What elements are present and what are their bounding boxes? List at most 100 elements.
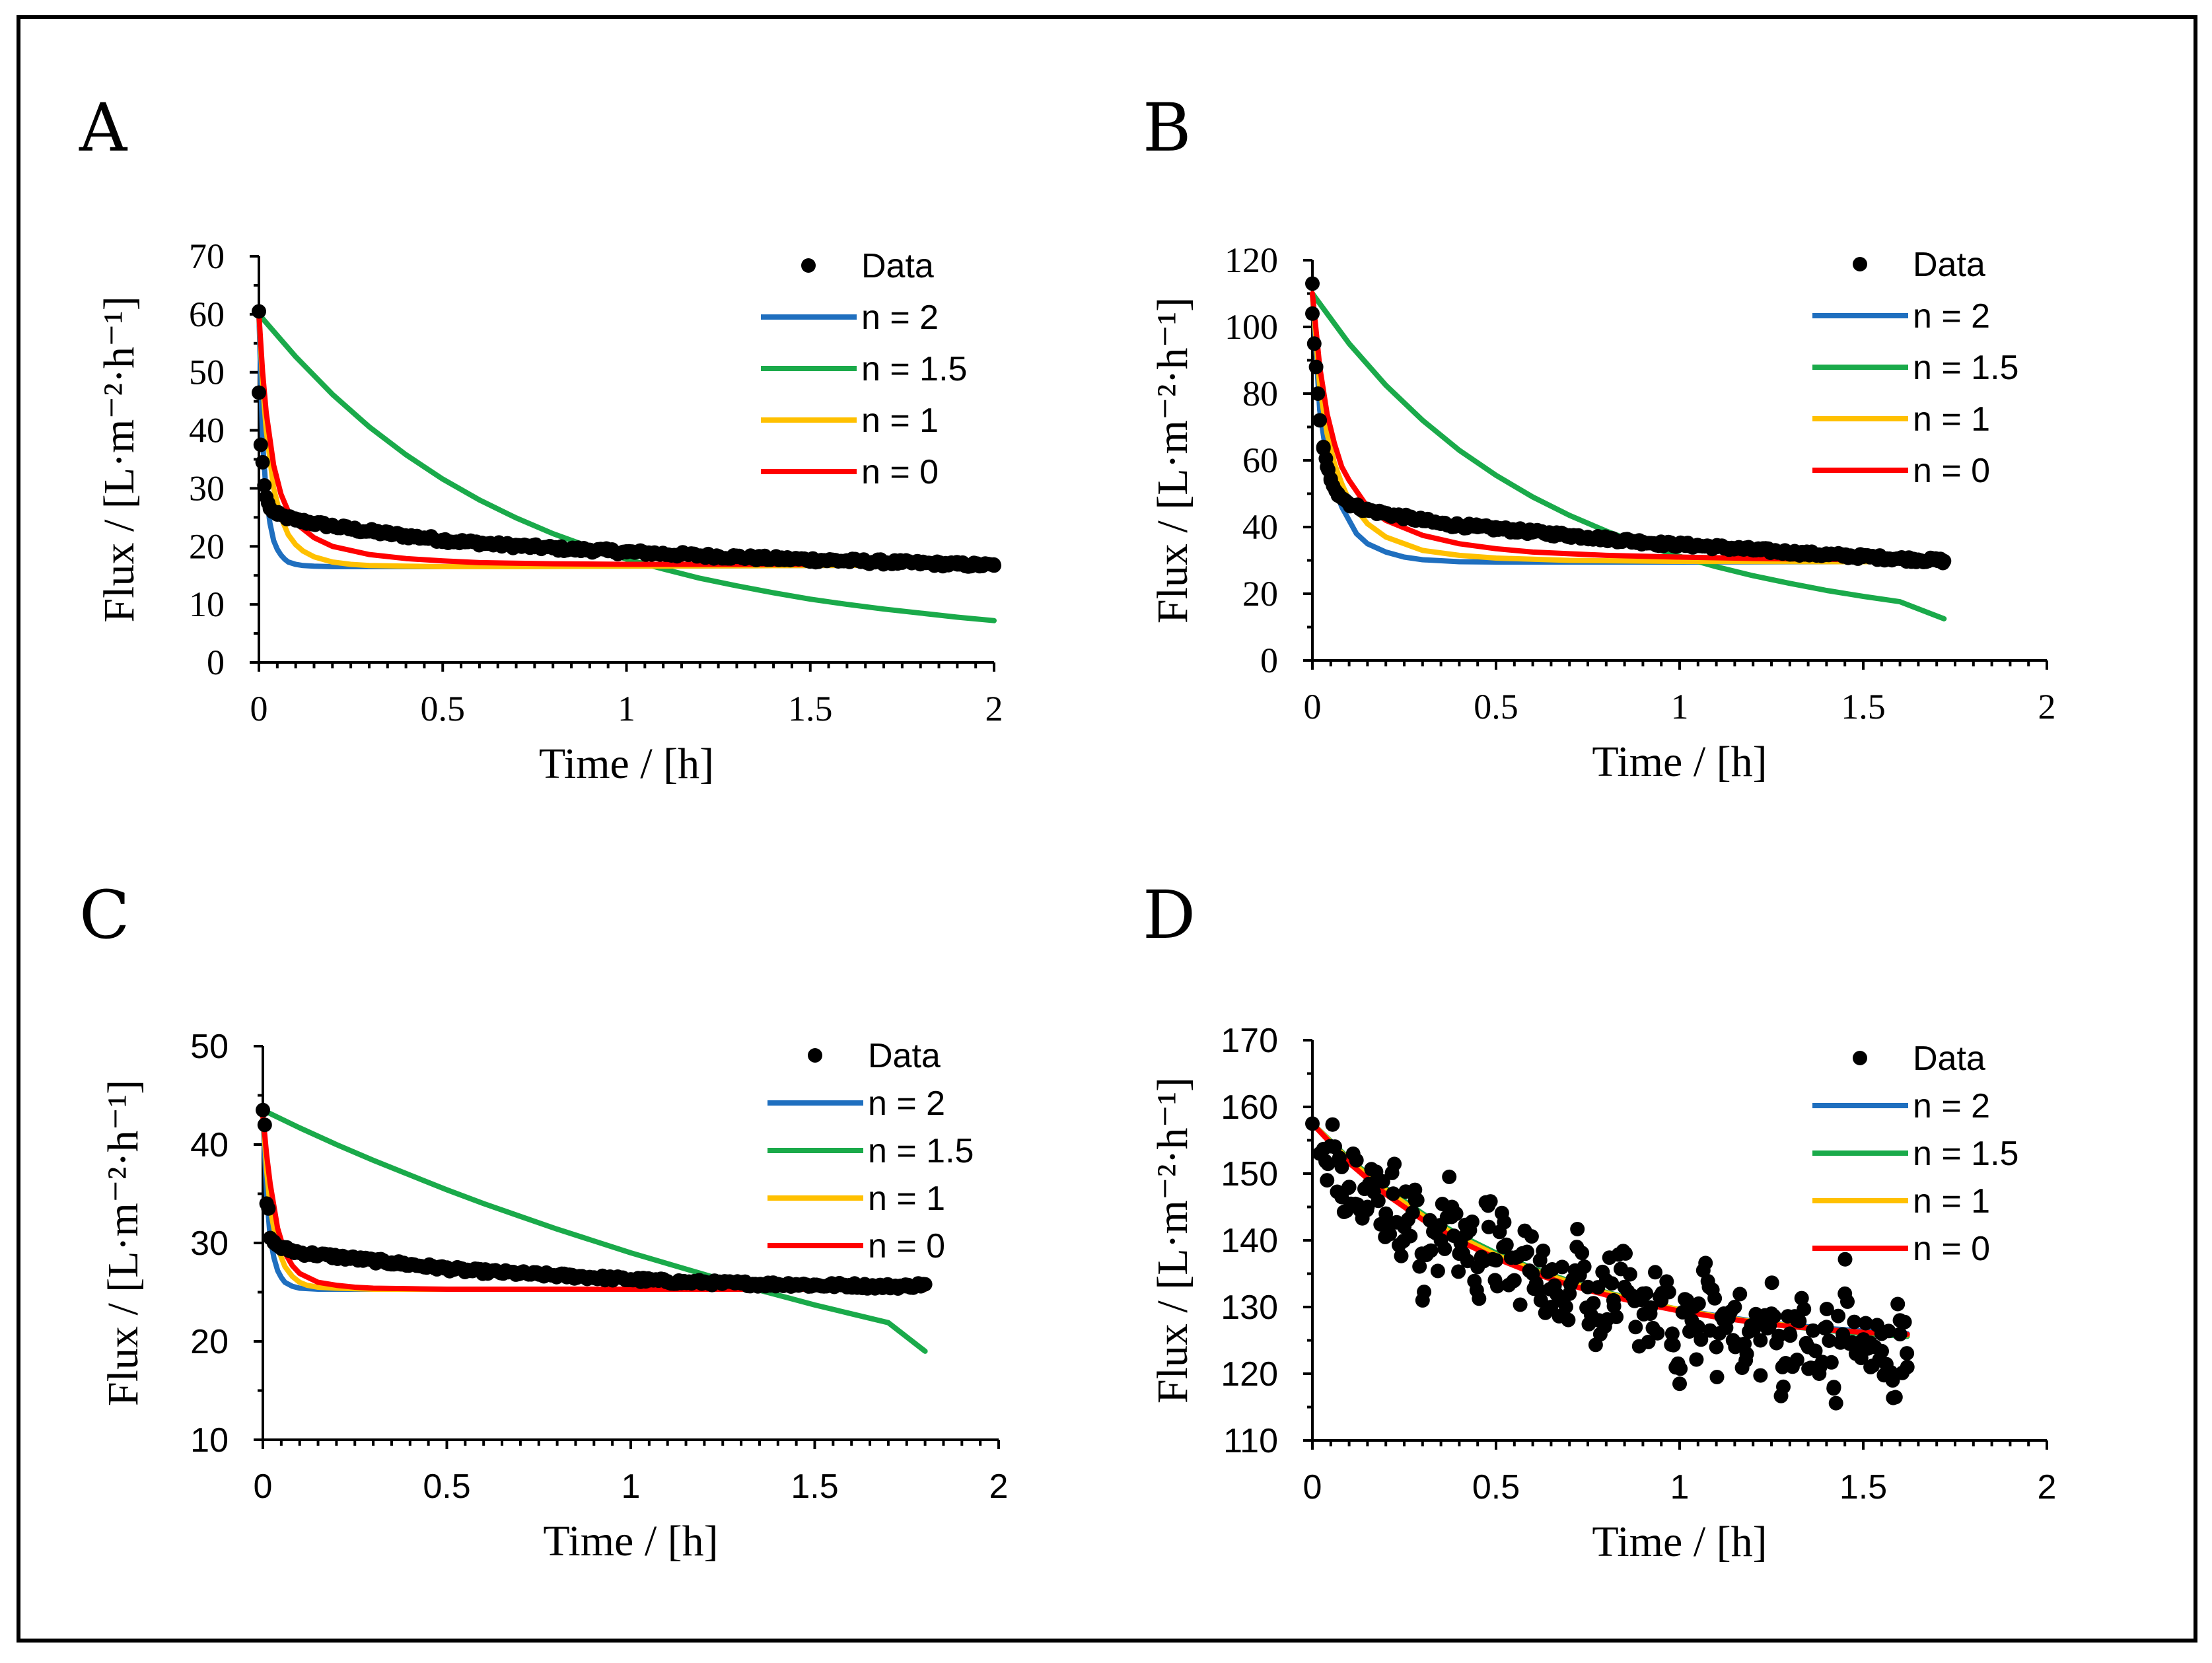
data-point [1622, 1267, 1637, 1282]
data-point [1792, 1314, 1807, 1329]
data-point [1359, 1203, 1374, 1218]
x-tick-label: 0.5 [421, 689, 466, 728]
data-point [1581, 1279, 1595, 1294]
x-axis-title: Time / [h] [1592, 738, 1767, 786]
data-point [1776, 1379, 1791, 1394]
data-point [1345, 1146, 1361, 1161]
data-point [1332, 1150, 1347, 1165]
y-tick-label: 140 [1221, 1222, 1278, 1260]
data-point [916, 1277, 931, 1292]
panel-letter: C [79, 876, 130, 954]
data-point [1694, 1332, 1709, 1347]
legend-marker-data [1853, 1051, 1867, 1065]
panel-d: D 110 120 130 140 150 160 170 0 0.5 1 1.5 2 Time / [h… [1143, 876, 2056, 1566]
data-point [256, 1102, 270, 1117]
data-point [1817, 1321, 1832, 1335]
data-point [1318, 451, 1334, 466]
data-point [1520, 1244, 1534, 1259]
data-point [1325, 1117, 1340, 1132]
legend-marker-data [801, 258, 816, 273]
data-point [1403, 1228, 1418, 1244]
data-point [1386, 1186, 1401, 1201]
data-point [1409, 1193, 1425, 1208]
x-tick-label: 1 [1670, 1468, 1690, 1506]
legend-label: n = 1 [868, 1180, 945, 1218]
data-point [1794, 1291, 1809, 1306]
data-point [1828, 1396, 1843, 1411]
data-point [1639, 1286, 1654, 1301]
data-point [1689, 1352, 1704, 1367]
y-axis-title: Flux / [L·m⁻²·h⁻¹] [95, 296, 143, 622]
figure-frame [17, 15, 2197, 1643]
y-tick-label: 110 [1223, 1422, 1278, 1460]
legend-label: n = 1.5 [868, 1132, 974, 1170]
data-point [1577, 1259, 1592, 1274]
data-point [1513, 1297, 1528, 1312]
data-point [1371, 1193, 1386, 1209]
data-point [1558, 1299, 1573, 1314]
series-line-n-0 [256, 311, 997, 567]
data-point [1643, 1300, 1659, 1315]
y-tick-label: 10 [190, 1421, 229, 1460]
data-point [1575, 1246, 1590, 1261]
x-tick-label: 0.5 [1472, 1468, 1520, 1506]
y-tick-label: 40 [1242, 507, 1278, 547]
data-point [1666, 1337, 1681, 1353]
data-point [1590, 1280, 1606, 1295]
data-point [1305, 1116, 1320, 1131]
legend-label: n = 0 [861, 453, 939, 491]
data-point [1874, 1343, 1889, 1359]
x-tick-label: 0 [250, 689, 268, 728]
data-point [1691, 1296, 1706, 1311]
data-point [1308, 359, 1324, 374]
data-point [1387, 1156, 1402, 1172]
data-point [1305, 306, 1320, 321]
y-tick-label: 120 [1221, 1355, 1278, 1394]
x-tick-label: 1.5 [788, 689, 833, 728]
data-point [1448, 1206, 1464, 1221]
data-point [1561, 1312, 1576, 1327]
data-point [1570, 1222, 1585, 1236]
data-point [1472, 1291, 1487, 1306]
y-tick-label: 100 [1225, 307, 1278, 347]
data-point [1320, 1156, 1336, 1172]
legend-marker-data [1853, 257, 1867, 271]
data-point [1483, 1194, 1498, 1209]
data-point [1506, 1273, 1521, 1289]
legend: Data n = 2 n = 1.5 n = 1 n = 0 [761, 247, 967, 491]
data-point [1822, 1333, 1837, 1348]
panel-b: B 0 20 40 60 80 100 120 0 0.5 1 1.5 2 Time / [h] Flux … [1143, 89, 2056, 786]
y-tick-label: 10 [189, 584, 225, 624]
data-point [1435, 1197, 1450, 1211]
x-tick-label: 1 [618, 689, 635, 728]
y-tick-label: 70 [189, 236, 225, 276]
data-point [986, 557, 1001, 572]
data-point [1831, 1308, 1846, 1324]
data-point [1545, 1262, 1560, 1277]
data-point [1584, 1308, 1598, 1323]
x-tick-label: 2 [2038, 687, 2056, 726]
legend-label: n = 1.5 [1913, 349, 2018, 387]
data-point [1628, 1320, 1643, 1335]
data-point [1394, 1248, 1409, 1263]
data-point [1789, 1353, 1804, 1367]
data-point [253, 437, 268, 452]
x-tick-label: 0 [254, 1468, 273, 1506]
y-tick-label: 50 [190, 1028, 229, 1066]
data-point [1481, 1219, 1496, 1234]
data-point [1451, 1264, 1466, 1279]
data-point [1808, 1343, 1823, 1359]
data-point [1618, 1246, 1633, 1261]
data-point [1405, 1205, 1420, 1221]
legend-label: n = 2 [1913, 297, 1990, 336]
x-tick-label: 2 [989, 1468, 1009, 1506]
data-point [1709, 1339, 1724, 1355]
data-point [252, 385, 266, 400]
legend-label: n = 1 [1913, 1182, 1990, 1221]
data-point [257, 478, 272, 493]
data-point [1840, 1294, 1855, 1309]
y-tick-label: 30 [190, 1224, 229, 1263]
data-point [1341, 1180, 1356, 1195]
data-point [1310, 386, 1326, 401]
